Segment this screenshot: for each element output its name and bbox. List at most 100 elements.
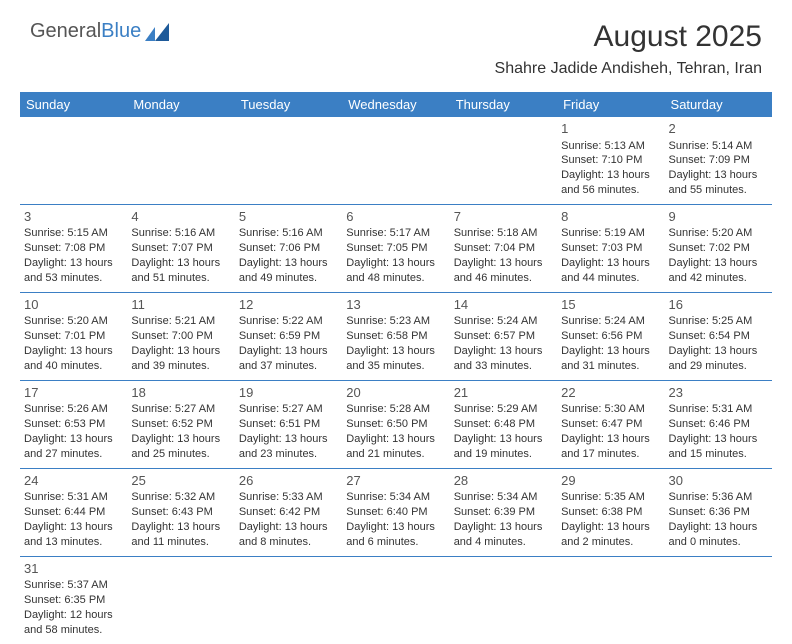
cell-line-sr: Sunrise: 5:29 AM — [454, 402, 553, 417]
calendar-cell: 21Sunrise: 5:29 AMSunset: 6:48 PMDayligh… — [450, 380, 557, 468]
cell-line-sr: Sunrise: 5:16 AM — [239, 226, 338, 241]
cell-line-d1: Daylight: 13 hours — [561, 344, 660, 359]
cell-line-ss: Sunset: 7:04 PM — [454, 241, 553, 256]
cell-line-d2: and 31 minutes. — [561, 359, 660, 374]
cell-line-ss: Sunset: 6:46 PM — [669, 417, 768, 432]
cell-line-ss: Sunset: 6:42 PM — [239, 505, 338, 520]
day-number: 12 — [239, 296, 338, 314]
day-number: 31 — [24, 560, 123, 578]
cell-line-d1: Daylight: 13 hours — [669, 256, 768, 271]
cell-line-d1: Daylight: 13 hours — [239, 256, 338, 271]
calendar-row: 10Sunrise: 5:20 AMSunset: 7:01 PMDayligh… — [20, 292, 772, 380]
calendar-cell — [127, 117, 234, 204]
calendar-cell — [557, 556, 664, 643]
cell-line-d2: and 35 minutes. — [346, 359, 445, 374]
cell-line-sr: Sunrise: 5:31 AM — [24, 490, 123, 505]
cell-line-d1: Daylight: 13 hours — [239, 432, 338, 447]
cell-line-d2: and 44 minutes. — [561, 271, 660, 286]
cell-line-d1: Daylight: 13 hours — [454, 432, 553, 447]
cell-line-d1: Daylight: 13 hours — [239, 520, 338, 535]
cell-line-d2: and 37 minutes. — [239, 359, 338, 374]
cell-line-sr: Sunrise: 5:20 AM — [669, 226, 768, 241]
cell-line-d1: Daylight: 13 hours — [24, 344, 123, 359]
cell-line-ss: Sunset: 6:54 PM — [669, 329, 768, 344]
cell-line-ss: Sunset: 7:02 PM — [669, 241, 768, 256]
weekday-header-row: Sunday Monday Tuesday Wednesday Thursday… — [20, 92, 772, 117]
calendar-cell: 6Sunrise: 5:17 AMSunset: 7:05 PMDaylight… — [342, 204, 449, 292]
calendar-row: 1Sunrise: 5:13 AMSunset: 7:10 PMDaylight… — [20, 117, 772, 204]
day-number: 25 — [131, 472, 230, 490]
cell-line-d1: Daylight: 13 hours — [131, 432, 230, 447]
cell-line-ss: Sunset: 7:08 PM — [24, 241, 123, 256]
cell-line-ss: Sunset: 6:52 PM — [131, 417, 230, 432]
cell-line-d2: and 33 minutes. — [454, 359, 553, 374]
day-number: 17 — [24, 384, 123, 402]
day-number: 23 — [669, 384, 768, 402]
calendar-cell: 22Sunrise: 5:30 AMSunset: 6:47 PMDayligh… — [557, 380, 664, 468]
cell-line-d1: Daylight: 13 hours — [561, 256, 660, 271]
calendar-row: 3Sunrise: 5:15 AMSunset: 7:08 PMDaylight… — [20, 204, 772, 292]
cell-line-d2: and 13 minutes. — [24, 535, 123, 550]
calendar-cell — [235, 117, 342, 204]
cell-line-d2: and 6 minutes. — [346, 535, 445, 550]
day-number: 3 — [24, 208, 123, 226]
weekday-header: Wednesday — [342, 92, 449, 117]
day-number: 7 — [454, 208, 553, 226]
cell-line-sr: Sunrise: 5:34 AM — [454, 490, 553, 505]
cell-line-sr: Sunrise: 5:37 AM — [24, 578, 123, 593]
cell-line-d1: Daylight: 13 hours — [561, 168, 660, 183]
cell-line-ss: Sunset: 7:01 PM — [24, 329, 123, 344]
day-number: 15 — [561, 296, 660, 314]
cell-line-sr: Sunrise: 5:25 AM — [669, 314, 768, 329]
cell-line-d2: and 15 minutes. — [669, 447, 768, 462]
cell-line-d2: and 51 minutes. — [131, 271, 230, 286]
calendar-row: 24Sunrise: 5:31 AMSunset: 6:44 PMDayligh… — [20, 468, 772, 556]
cell-line-ss: Sunset: 6:51 PM — [239, 417, 338, 432]
day-number: 26 — [239, 472, 338, 490]
cell-line-d1: Daylight: 13 hours — [454, 344, 553, 359]
calendar-cell: 31Sunrise: 5:37 AMSunset: 6:35 PMDayligh… — [20, 556, 127, 643]
cell-line-ss: Sunset: 7:03 PM — [561, 241, 660, 256]
calendar-cell: 7Sunrise: 5:18 AMSunset: 7:04 PMDaylight… — [450, 204, 557, 292]
cell-line-d2: and 11 minutes. — [131, 535, 230, 550]
day-number: 6 — [346, 208, 445, 226]
cell-line-sr: Sunrise: 5:23 AM — [346, 314, 445, 329]
cell-line-sr: Sunrise: 5:22 AM — [239, 314, 338, 329]
cell-line-ss: Sunset: 7:07 PM — [131, 241, 230, 256]
cell-line-d1: Daylight: 13 hours — [346, 256, 445, 271]
day-number: 18 — [131, 384, 230, 402]
cell-line-d2: and 40 minutes. — [24, 359, 123, 374]
cell-line-sr: Sunrise: 5:20 AM — [24, 314, 123, 329]
cell-line-d1: Daylight: 13 hours — [346, 520, 445, 535]
calendar-cell: 30Sunrise: 5:36 AMSunset: 6:36 PMDayligh… — [665, 468, 772, 556]
day-number: 16 — [669, 296, 768, 314]
calendar-table: Sunday Monday Tuesday Wednesday Thursday… — [20, 92, 772, 644]
calendar-cell — [127, 556, 234, 643]
cell-line-sr: Sunrise: 5:33 AM — [239, 490, 338, 505]
calendar-row: 31Sunrise: 5:37 AMSunset: 6:35 PMDayligh… — [20, 556, 772, 643]
calendar-cell: 24Sunrise: 5:31 AMSunset: 6:44 PMDayligh… — [20, 468, 127, 556]
weekday-header: Tuesday — [235, 92, 342, 117]
day-number: 30 — [669, 472, 768, 490]
day-number: 13 — [346, 296, 445, 314]
cell-line-d1: Daylight: 13 hours — [454, 256, 553, 271]
cell-line-d1: Daylight: 13 hours — [24, 432, 123, 447]
cell-line-d2: and 21 minutes. — [346, 447, 445, 462]
cell-line-d1: Daylight: 13 hours — [669, 432, 768, 447]
cell-line-d2: and 27 minutes. — [24, 447, 123, 462]
calendar-cell — [665, 556, 772, 643]
cell-line-ss: Sunset: 7:00 PM — [131, 329, 230, 344]
day-number: 14 — [454, 296, 553, 314]
cell-line-d2: and 23 minutes. — [239, 447, 338, 462]
calendar-cell — [20, 117, 127, 204]
logo-icon — [145, 23, 173, 41]
header: GeneralBlue August 2025 Shahre Jadide An… — [0, 0, 792, 86]
title-block: August 2025 Shahre Jadide Andisheh, Tehr… — [495, 20, 762, 78]
weekday-header: Sunday — [20, 92, 127, 117]
logo-text-1: General — [30, 20, 101, 43]
cell-line-d1: Daylight: 13 hours — [131, 520, 230, 535]
day-number: 20 — [346, 384, 445, 402]
cell-line-d1: Daylight: 13 hours — [131, 256, 230, 271]
calendar-cell — [342, 556, 449, 643]
calendar-cell: 19Sunrise: 5:27 AMSunset: 6:51 PMDayligh… — [235, 380, 342, 468]
